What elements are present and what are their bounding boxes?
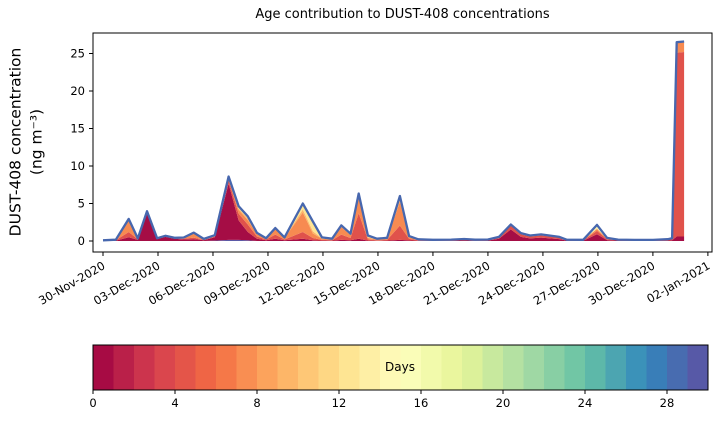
stacked-area-layer-lavender — [103, 239, 685, 241]
colorbar-segment — [462, 345, 483, 390]
colorbar-tick-label: 0 — [89, 396, 96, 410]
colorbar-segment — [626, 345, 647, 390]
colorbar-tick-label: 16 — [414, 396, 429, 410]
colorbar-segment — [605, 345, 627, 390]
colorbar-segment — [585, 345, 606, 390]
colorbar-frame — [92, 344, 709, 391]
y-tick-label: 10 — [70, 159, 85, 173]
colorbar-segment — [380, 345, 401, 390]
colorbar-segment — [216, 345, 237, 390]
colorbar-segment — [544, 345, 565, 390]
colorbar-segment — [441, 345, 463, 390]
colorbar-tick-label: 12 — [332, 396, 347, 410]
chart-title: Age contribution to DUST-408 concentrati… — [255, 7, 550, 22]
colorbar-segment — [175, 345, 196, 390]
colorbar-segment — [134, 345, 155, 390]
colorbar-segment — [400, 345, 422, 390]
colorbar-segment — [646, 345, 668, 390]
y-axis-label-line1: DUST-408 concentration — [6, 47, 25, 237]
colorbar-segment — [523, 345, 545, 390]
colorbar-tick-label: 4 — [171, 396, 178, 410]
stacked-area-layer-lightorange — [103, 42, 685, 241]
colorbar-tick-label: 8 — [253, 396, 260, 410]
colorbar-segment — [93, 345, 114, 390]
total-concentration-line — [102, 40, 685, 242]
stacked-area-layer-orange — [103, 42, 685, 241]
colorbar-segment — [421, 345, 442, 390]
stacked-area-layer-yellow — [103, 42, 685, 241]
plot-frame — [92, 32, 713, 253]
y-axis-label: DUST-408 concentration (ng m⁻³) — [6, 48, 49, 237]
colorbar-segment — [195, 345, 217, 390]
colorbar-segment — [236, 345, 258, 390]
colorbar-segment — [503, 345, 524, 390]
y-axis-label-line2: (ng m⁻³) — [28, 108, 46, 176]
colorbar-segment — [359, 345, 381, 390]
y-tick-label: 5 — [78, 197, 85, 211]
colorbar-segment — [154, 345, 176, 390]
y-tick-label: 15 — [70, 122, 85, 136]
colorbar-segment — [318, 345, 340, 390]
colorbar-label: Days — [385, 360, 415, 374]
colorbar-segment — [277, 345, 299, 390]
colorbar-tick-label: 24 — [578, 396, 593, 410]
stacked-area-layer-paleyellow — [103, 42, 685, 241]
colorbar-segment — [113, 345, 135, 390]
stacked-area-layer-green — [103, 41, 685, 241]
colorbar-segment — [564, 345, 586, 390]
colorbar-segment — [298, 345, 319, 390]
colorbar-segment — [687, 345, 709, 390]
colorbar-segment — [257, 345, 278, 390]
stacked-area-layer-red — [103, 52, 685, 241]
y-tick-label: 0 — [78, 234, 85, 248]
colorbar-segment — [339, 345, 360, 390]
y-tick-label: 25 — [70, 47, 85, 61]
colorbar-segment — [667, 345, 688, 390]
colorbar-tick-label: 20 — [496, 396, 511, 410]
colorbar-segment — [482, 345, 504, 390]
y-tick-label: 20 — [70, 84, 85, 98]
colorbar-tick-label: 28 — [660, 396, 675, 410]
